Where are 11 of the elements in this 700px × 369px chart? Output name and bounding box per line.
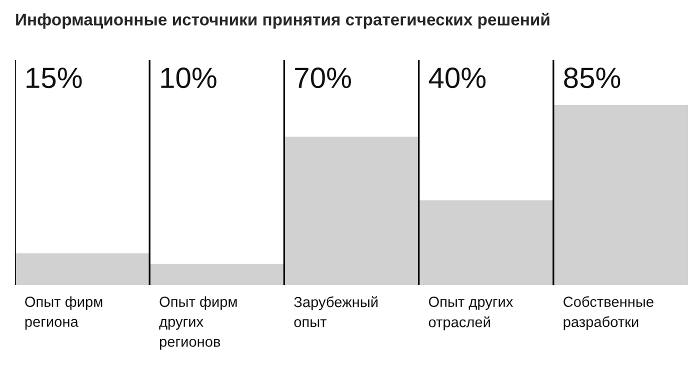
x-tick-label: Опыт других отраслей <box>428 296 514 330</box>
x-tick-label: Зарубежный опыт <box>294 296 378 328</box>
data-label: 40% <box>428 68 486 88</box>
data-label: 70% <box>295 68 351 88</box>
chart-title: Информационные источники принятия стратегических решений <box>16 12 550 29</box>
x-tick-label: Собственные разработки <box>564 296 654 330</box>
data-label: 85% <box>564 68 620 88</box>
data-label: 15% <box>26 68 82 88</box>
x-tick-label: Опыт фирм региона <box>25 296 102 330</box>
x-tick-label: Опыт фирм других регионов <box>159 296 237 350</box>
data-label: 10% <box>161 68 216 88</box>
